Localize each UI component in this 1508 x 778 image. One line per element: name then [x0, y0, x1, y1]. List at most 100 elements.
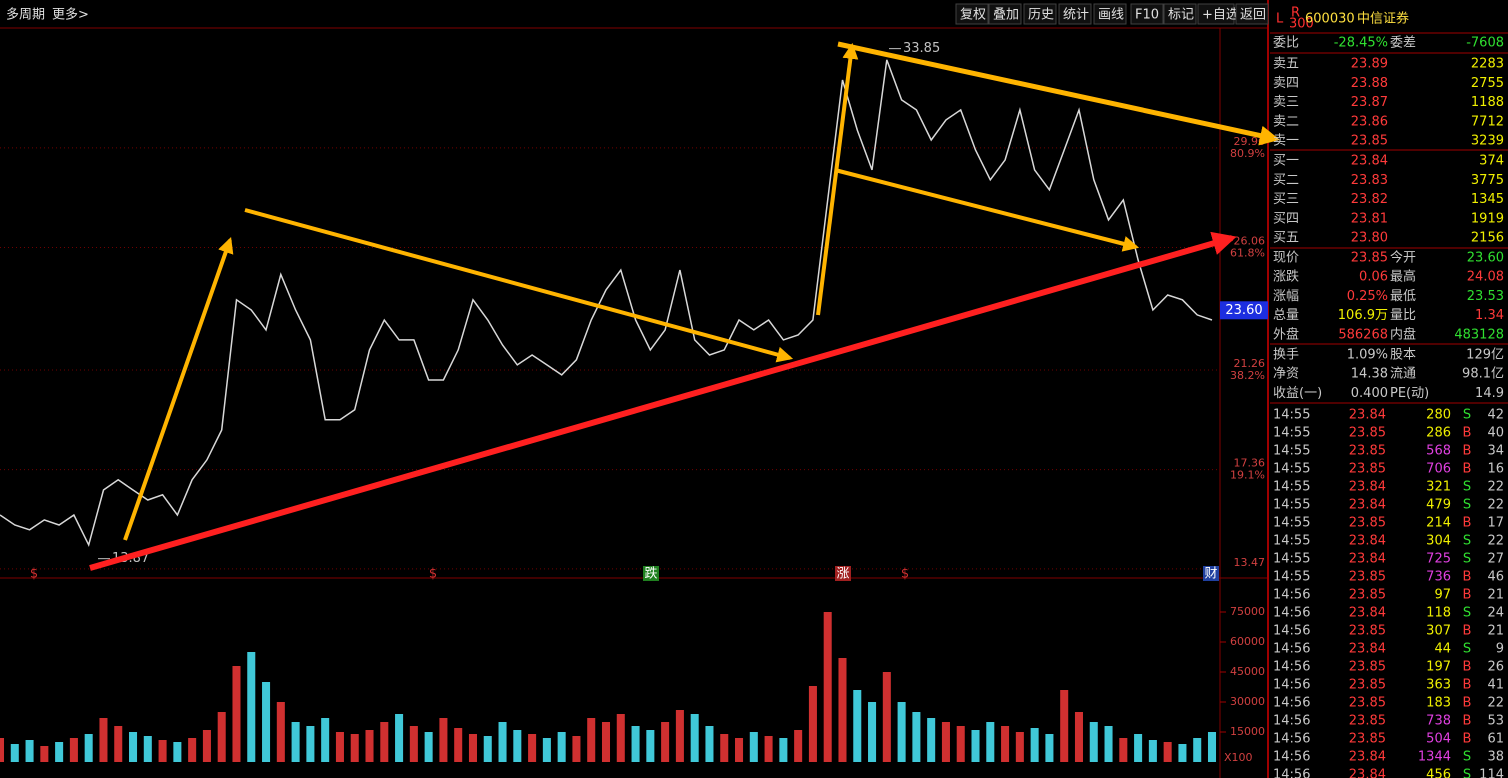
trade-price: 23.84: [1349, 606, 1386, 621]
event-marker[interactable]: $: [30, 567, 38, 582]
volume-bar: [232, 666, 241, 762]
trade-volume: 738: [1426, 714, 1451, 729]
trade-price: 23.85: [1349, 624, 1386, 639]
trade-time: 14:56: [1273, 660, 1310, 675]
trade-side: B: [1463, 462, 1472, 477]
trade-price: 23.85: [1349, 696, 1386, 711]
toolbar-item[interactable]: 多周期: [6, 7, 45, 23]
trade-side: S: [1463, 534, 1471, 549]
order-book-cell: 买二: [1273, 173, 1299, 188]
order-book-cell: 23.88: [1351, 76, 1388, 91]
quote-cell: 1.09%: [1347, 348, 1388, 363]
order-book-cell: 23.85: [1351, 134, 1388, 149]
volume-bar: [1178, 744, 1187, 762]
trade-side: B: [1463, 570, 1472, 585]
order-book-cell: 买四: [1273, 211, 1299, 226]
market-flag: L: [1276, 12, 1284, 27]
volume-bar: [1089, 722, 1098, 762]
toolbar-button-label[interactable]: F10: [1135, 8, 1159, 23]
trade-price: 23.85: [1349, 588, 1386, 603]
toolbar-button-label[interactable]: +自选: [1202, 8, 1239, 23]
volume-bar: [986, 722, 995, 762]
trade-time: 14:56: [1273, 732, 1310, 747]
quote-cell: 23.53: [1467, 289, 1504, 304]
unit-label: X100: [1224, 751, 1253, 764]
volume-bar: [528, 734, 537, 762]
trade-price: 23.85: [1349, 516, 1386, 531]
volume-bar: [454, 728, 463, 762]
quote-cell: 最低: [1390, 289, 1416, 304]
toolbar-button[interactable]: [1163, 3, 1197, 25]
volume-bar: [912, 712, 921, 762]
volume-bar: [838, 658, 847, 762]
toolbar-button-label[interactable]: 返回: [1240, 8, 1266, 23]
y-tick-label: 60000: [1230, 635, 1265, 648]
trade-volume: 286: [1426, 426, 1451, 441]
trade-count: 114: [1479, 768, 1504, 778]
toolbar-button[interactable]: [1130, 3, 1164, 25]
trade-side: S: [1463, 408, 1471, 423]
volume-bar: [1074, 712, 1083, 762]
event-marker[interactable]: 跌: [644, 566, 657, 582]
volume-bar: [1119, 738, 1128, 762]
toolbar-button-label[interactable]: 叠加: [993, 8, 1019, 23]
badge: 300: [1289, 17, 1314, 32]
toolbar-button-label[interactable]: 画线: [1098, 8, 1124, 23]
event-marker[interactable]: $: [901, 567, 909, 582]
trade-time: 14:56: [1273, 714, 1310, 729]
toolbar-button[interactable]: [1023, 3, 1057, 25]
volume-bar: [84, 734, 93, 762]
quote-cell: 24.08: [1467, 270, 1504, 285]
trade-count: 21: [1487, 624, 1504, 639]
trade-volume: 214: [1426, 516, 1451, 531]
order-book-cell: 1345: [1471, 192, 1504, 207]
volume-bar: [572, 736, 581, 762]
trade-side: B: [1463, 696, 1472, 711]
volume-bar: [276, 702, 285, 762]
trade-side: B: [1463, 516, 1472, 531]
order-book-cell: 2156: [1471, 231, 1504, 246]
toolbar-button[interactable]: [1058, 3, 1092, 25]
volume-bar: [616, 714, 625, 762]
toolbar-button-label[interactable]: 标记: [1168, 8, 1194, 23]
trade-volume: 307: [1426, 624, 1451, 639]
toolbar-button-label[interactable]: 历史: [1028, 8, 1054, 23]
trade-price: 23.85: [1349, 444, 1386, 459]
trade-side: B: [1463, 714, 1472, 729]
trade-count: 16: [1487, 462, 1504, 477]
trade-time: 14:55: [1273, 444, 1310, 459]
y-tick-label: 17.36: [1234, 457, 1266, 470]
event-marker-box[interactable]: [1203, 566, 1219, 581]
quote-cell: 1.34: [1475, 308, 1504, 323]
toolbar-button-label[interactable]: 统计: [1063, 8, 1089, 23]
trade-volume: 706: [1426, 462, 1451, 477]
trade-time: 14:55: [1273, 552, 1310, 567]
trade-count: 40: [1487, 426, 1504, 441]
order-book-cell: 2283: [1471, 57, 1504, 72]
event-marker[interactable]: $: [429, 567, 437, 582]
order-book-cell: 买三: [1273, 192, 1299, 207]
event-marker[interactable]: 财: [1204, 567, 1217, 582]
volume-bar: [409, 726, 418, 762]
toolbar-button[interactable]: [988, 3, 1022, 25]
order-book-cell: 7712: [1471, 114, 1504, 129]
event-marker-box[interactable]: [835, 566, 851, 581]
trade-price: 23.84: [1349, 480, 1386, 495]
toolbar-button[interactable]: [1235, 3, 1269, 25]
volume-bar: [483, 736, 492, 762]
toolbar-button[interactable]: [955, 3, 989, 25]
volume-bar: [143, 736, 152, 762]
event-marker[interactable]: 涨: [836, 567, 849, 582]
y-tick-label: 30000: [1230, 695, 1265, 708]
toolbar-button[interactable]: [1093, 3, 1127, 25]
trade-time: 14:55: [1273, 462, 1310, 477]
volume-bar: [55, 742, 64, 762]
trade-count: 22: [1487, 498, 1504, 513]
toolbar-button-label[interactable]: 复权: [960, 7, 986, 23]
event-marker-box[interactable]: [643, 566, 659, 581]
toolbar-button[interactable]: [1197, 3, 1235, 25]
toolbar-item[interactable]: 更多>: [52, 7, 89, 23]
trade-side: B: [1463, 732, 1472, 747]
trade-volume: 456: [1426, 768, 1451, 778]
